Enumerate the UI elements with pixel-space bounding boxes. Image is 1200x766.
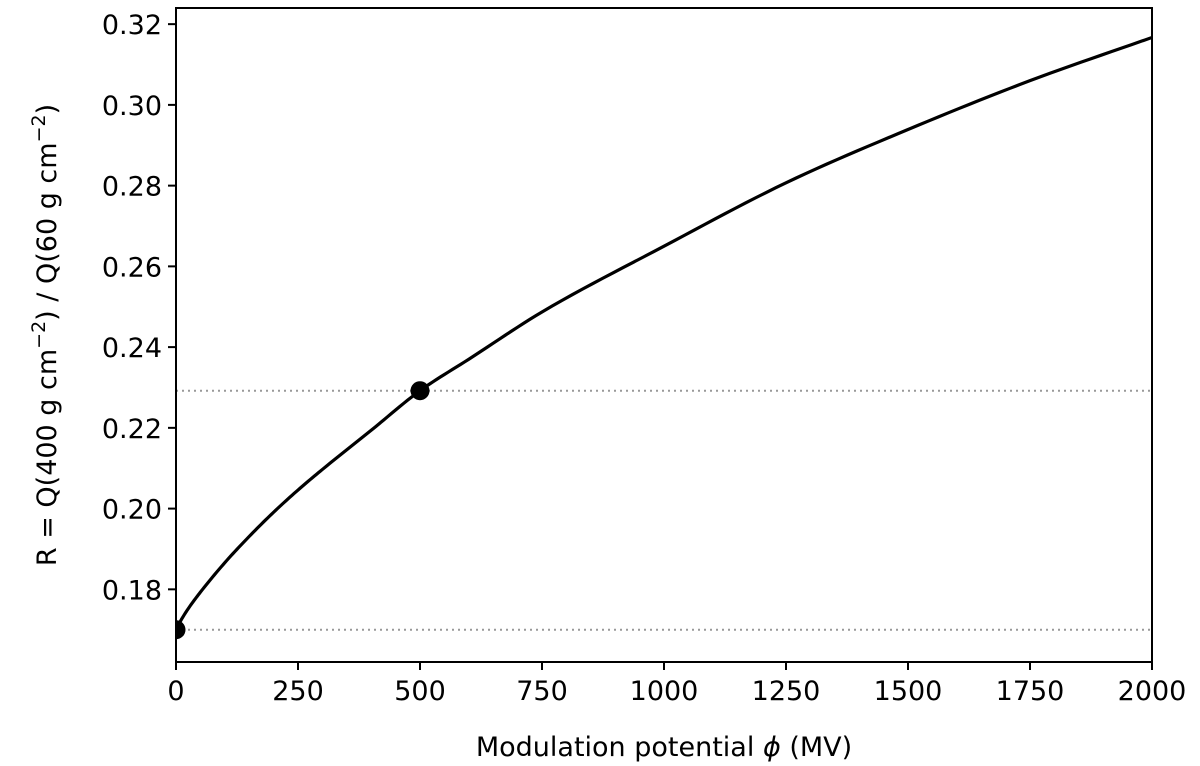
x-tick-label-7: 1750 — [996, 676, 1065, 707]
y-axis-title-sup2: −2 — [28, 114, 50, 142]
y-axis-title-suffix: ) — [32, 104, 63, 115]
y-axis-title-prefix: R = Q(400 g cm — [32, 349, 63, 566]
data-marker-0 — [176, 620, 186, 640]
y-tick-label-4: 0.26 — [102, 252, 162, 283]
markers-layer — [176, 381, 430, 640]
y-tick-label-5: 0.28 — [102, 172, 162, 203]
x-tick-label-8: 2000 — [1118, 676, 1187, 707]
y-axis-title: R = Q(400 g cm−2) / Q(60 g cm−2) — [28, 104, 63, 566]
y-axis-title-mid: ) / Q(60 g cm — [32, 142, 63, 320]
y-tick-label-7: 0.32 — [102, 10, 162, 41]
y-tick-label-1: 0.20 — [102, 495, 162, 526]
x-axis-ticks: 0 250 500 750 1000 1250 1500 1750 2000 — [167, 662, 1186, 707]
x-tick-label-0: 0 — [167, 676, 184, 707]
y-axis-title-sup1: −2 — [28, 321, 50, 349]
x-tick-label-1: 250 — [272, 676, 324, 707]
x-tick-label-4: 1000 — [630, 676, 699, 707]
y-tick-label-3: 0.24 — [102, 333, 162, 364]
y-tick-label-6: 0.30 — [102, 91, 162, 122]
x-axis-title-text: Modulation potential — [476, 732, 763, 763]
x-tick-label-3: 750 — [516, 676, 568, 707]
data-marker-1 — [410, 381, 430, 401]
x-tick-label-5: 1250 — [752, 676, 821, 707]
y-tick-label-2: 0.22 — [102, 414, 162, 445]
plot-area-frame — [175, 7, 1153, 663]
series-layer — [176, 35, 1152, 632]
series-line-0 — [176, 35, 1152, 632]
x-tick-label-6: 1500 — [874, 676, 943, 707]
x-tick-label-2: 500 — [394, 676, 446, 707]
x-axis-title: Modulation potential ϕ (MV) — [476, 732, 852, 763]
x-axis-title-symbol: ϕ — [763, 732, 781, 763]
x-axis-title-unit: (MV) — [781, 732, 852, 763]
reference-lines — [176, 389, 1152, 631]
y-axis-ticks: 0.18 0.20 0.22 0.24 0.26 0.28 0.30 0.32 — [102, 10, 176, 606]
y-tick-label-0: 0.18 — [102, 575, 162, 606]
